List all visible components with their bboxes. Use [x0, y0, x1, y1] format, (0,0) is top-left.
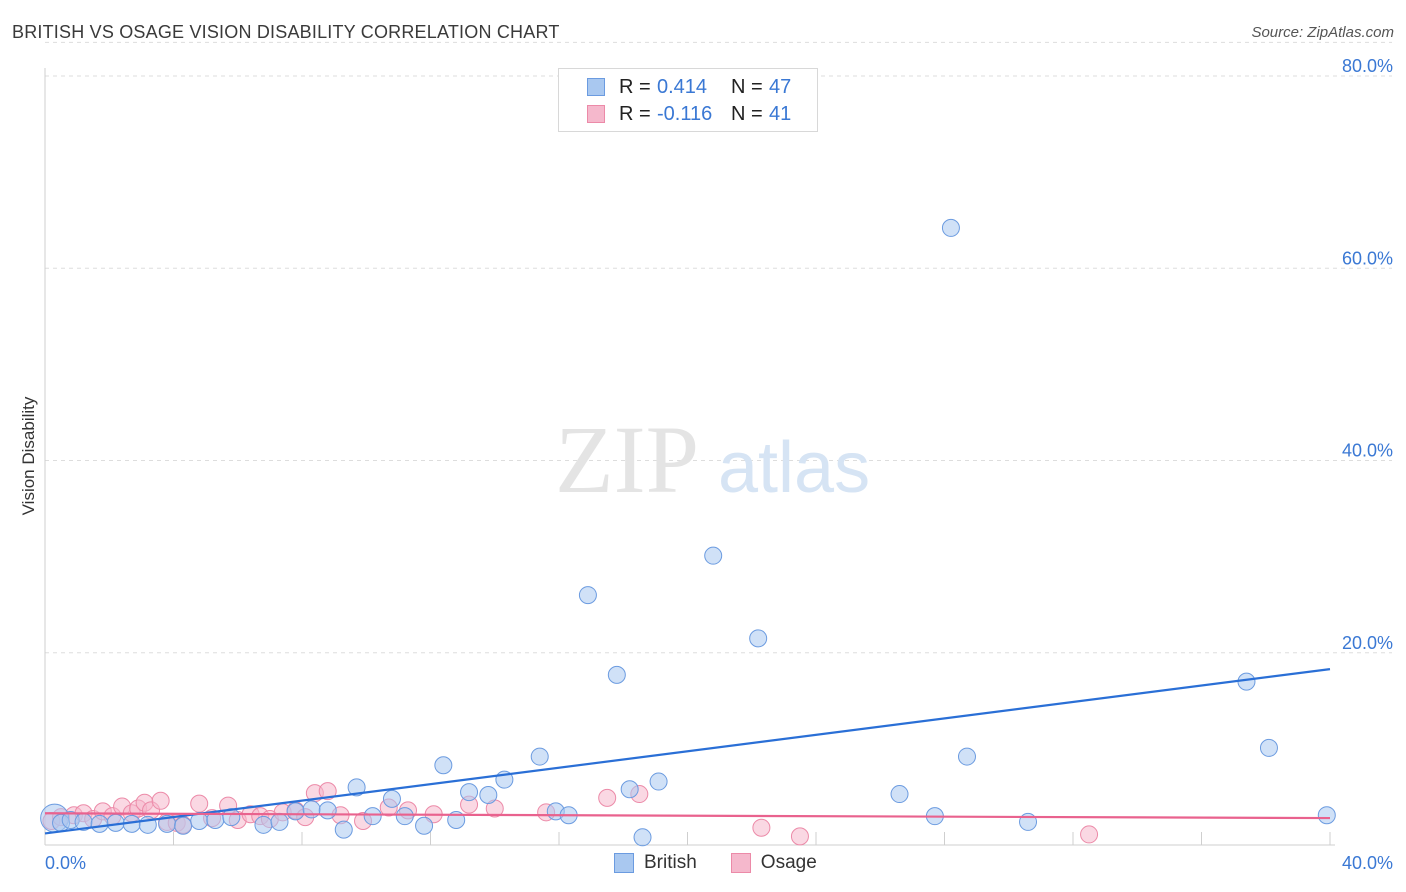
- y-axis-title: Vision Disability: [19, 396, 38, 515]
- series-legend: British Osage: [614, 852, 851, 874]
- x-axis-ticks: [44, 832, 1331, 845]
- british-point: [749, 629, 768, 648]
- british-point: [649, 772, 668, 791]
- british-point: [286, 802, 305, 821]
- british-point: [890, 785, 909, 804]
- y-axis-labels: 20.0% 40.0% 60.0% 80.0%: [1342, 56, 1393, 653]
- british-point: [1317, 806, 1336, 825]
- x-tick-label: 0.0%: [45, 853, 86, 873]
- watermark-zip: ZIP: [555, 406, 699, 513]
- stats-legend: R = 0.414 N = 47 R = -0.116 N = 41: [558, 68, 818, 132]
- y-tick-label: 60.0%: [1342, 248, 1393, 268]
- legend-item-british[interactable]: British: [614, 852, 697, 874]
- n-label: N =: [731, 75, 763, 98]
- osage-trend-line: [44, 812, 1331, 820]
- british-point: [382, 789, 401, 808]
- legend-item-osage[interactable]: Osage: [730, 852, 817, 874]
- x-tick-label: 40.0%: [1342, 853, 1393, 873]
- osage-swatch: [587, 105, 605, 123]
- grid-lines: [45, 41, 1392, 654]
- british-point: [704, 546, 723, 565]
- british-point: [479, 786, 498, 805]
- y-tick-label: 20.0%: [1342, 633, 1393, 653]
- british-point: [415, 816, 434, 835]
- british-legend-label: British: [644, 852, 697, 873]
- british-swatch: [587, 78, 605, 96]
- osage-point: [1080, 825, 1099, 844]
- british-point: [270, 812, 289, 831]
- n-label: N =: [731, 102, 763, 125]
- british-point: [941, 218, 960, 237]
- r-value: 0.414: [657, 75, 708, 98]
- legend-row-osage: R = -0.116 N = 41: [587, 102, 791, 126]
- trend-lines: [44, 668, 1331, 835]
- british-point: [957, 747, 976, 766]
- british-point: [633, 828, 652, 847]
- british-point: [434, 756, 453, 775]
- osage-legend-label: Osage: [760, 852, 817, 873]
- british-legend-swatch: [614, 853, 634, 873]
- n-value: 47: [769, 75, 792, 98]
- r-label: R =: [619, 75, 651, 98]
- osage-point: [151, 791, 170, 810]
- osage-point: [752, 818, 771, 837]
- y-tick-label: 80.0%: [1342, 56, 1393, 76]
- x-axis-labels: 0.0% 40.0%: [45, 853, 1393, 873]
- british-point: [318, 801, 337, 820]
- british-point: [530, 747, 549, 766]
- legend-row-british: R = 0.414 N = 47: [587, 75, 791, 99]
- british-point: [347, 778, 366, 797]
- british-point: [1259, 738, 1278, 757]
- watermark-atlas: atlas: [718, 428, 870, 508]
- british-point: [334, 820, 353, 839]
- osage-point: [318, 782, 337, 801]
- british-point: [578, 586, 597, 605]
- british-point: [90, 814, 109, 833]
- british-point: [363, 807, 382, 826]
- osage-point: [598, 788, 617, 807]
- british-point: [395, 807, 414, 826]
- osage-point: [790, 827, 809, 846]
- british-points: [40, 218, 1336, 847]
- chart-title: BRITISH VS OSAGE VISION DISABILITY CORRE…: [12, 22, 560, 42]
- british-point: [254, 815, 273, 834]
- source-label: Source: ZipAtlas.com: [1251, 24, 1394, 41]
- y-tick-label: 40.0%: [1342, 441, 1393, 461]
- british-point: [460, 783, 479, 802]
- n-value: 41: [769, 102, 792, 125]
- r-label: R =: [619, 102, 651, 125]
- british-point: [620, 780, 639, 799]
- r-value: -0.116: [657, 102, 713, 125]
- british-point: [607, 665, 626, 684]
- british-point: [174, 816, 193, 835]
- osage-point: [190, 794, 209, 813]
- osage-legend-swatch: [730, 853, 751, 873]
- british-trend-line: [44, 668, 1331, 835]
